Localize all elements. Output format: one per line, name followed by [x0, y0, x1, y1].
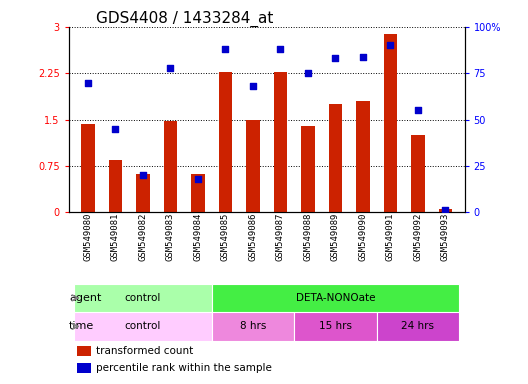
- Text: agent: agent: [69, 293, 101, 303]
- Text: GSM549084: GSM549084: [193, 212, 202, 261]
- Bar: [294, 312, 376, 341]
- Point: [194, 176, 202, 182]
- Bar: [328, 104, 342, 212]
- Point: [386, 42, 394, 48]
- Text: GSM549082: GSM549082: [138, 212, 147, 261]
- Text: GSM549086: GSM549086: [248, 212, 257, 261]
- Bar: [356, 101, 370, 212]
- Point: [413, 107, 422, 113]
- Text: GSM549090: GSM549090: [359, 212, 367, 261]
- Text: GSM549080: GSM549080: [83, 212, 92, 261]
- Bar: [376, 312, 459, 341]
- Point: [441, 207, 450, 214]
- Point: [221, 46, 230, 52]
- Text: GSM549083: GSM549083: [166, 212, 175, 261]
- Bar: [136, 174, 150, 212]
- Bar: [164, 121, 177, 212]
- Text: GSM549089: GSM549089: [331, 212, 340, 261]
- Bar: [109, 160, 122, 212]
- Text: time: time: [69, 321, 95, 331]
- Text: 24 hrs: 24 hrs: [401, 321, 435, 331]
- Text: control: control: [125, 321, 161, 331]
- Bar: [191, 174, 205, 212]
- Bar: [74, 284, 212, 312]
- Text: DETA-NONOate: DETA-NONOate: [296, 293, 375, 303]
- Bar: [383, 34, 397, 212]
- Text: 15 hrs: 15 hrs: [319, 321, 352, 331]
- Point: [359, 53, 367, 60]
- Text: GSM549093: GSM549093: [441, 212, 450, 261]
- Bar: [74, 312, 212, 341]
- Bar: [274, 72, 287, 212]
- Text: 8 hrs: 8 hrs: [240, 321, 266, 331]
- Point: [166, 65, 175, 71]
- Text: GSM549092: GSM549092: [413, 212, 422, 261]
- Text: GSM549088: GSM549088: [304, 212, 313, 261]
- Point: [331, 55, 340, 61]
- Text: percentile rank within the sample: percentile rank within the sample: [96, 363, 272, 373]
- Point: [304, 70, 312, 76]
- Bar: [246, 119, 260, 212]
- Point: [276, 46, 285, 52]
- Text: transformed count: transformed count: [96, 346, 194, 356]
- Bar: [212, 312, 294, 341]
- Bar: [212, 284, 459, 312]
- Bar: [81, 124, 95, 212]
- Text: control: control: [125, 293, 161, 303]
- Point: [111, 126, 120, 132]
- Bar: [301, 126, 315, 212]
- Bar: [411, 135, 425, 212]
- Bar: [77, 363, 91, 373]
- Text: GSM549081: GSM549081: [111, 212, 120, 261]
- Text: GSM549091: GSM549091: [386, 212, 395, 261]
- Point: [83, 79, 92, 86]
- Text: GDS4408 / 1433284_at: GDS4408 / 1433284_at: [96, 11, 274, 27]
- Text: GSM549087: GSM549087: [276, 212, 285, 261]
- Text: GSM549085: GSM549085: [221, 212, 230, 261]
- Point: [249, 83, 257, 89]
- Bar: [77, 346, 91, 356]
- Bar: [439, 209, 452, 212]
- Point: [139, 172, 147, 178]
- Bar: [219, 72, 232, 212]
